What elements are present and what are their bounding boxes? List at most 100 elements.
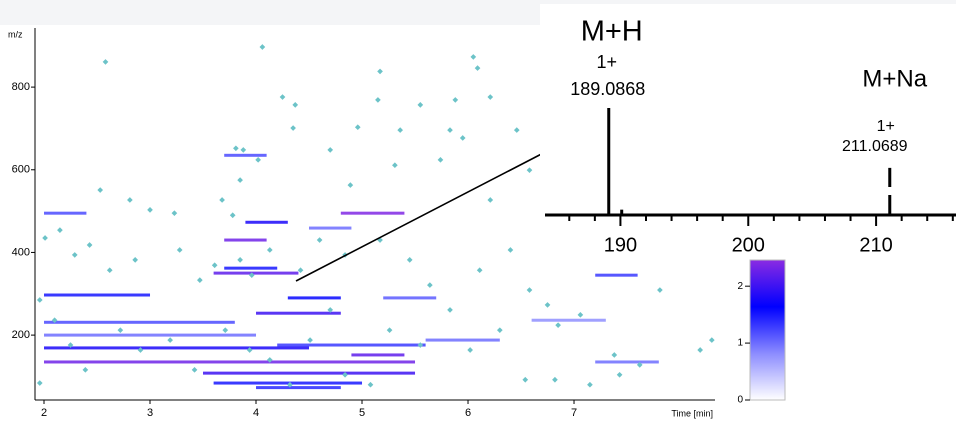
- feature-point: [233, 145, 239, 152]
- feature-point: [255, 157, 261, 163]
- heatmap-streak: [351, 353, 405, 357]
- feature-point: [697, 347, 703, 353]
- feature-point: [611, 352, 618, 358]
- feature-point: [587, 381, 593, 388]
- feature-point: [287, 381, 293, 388]
- feature-point: [67, 342, 74, 348]
- heatmap-streak: [595, 360, 659, 364]
- heatmap-streak: [287, 296, 341, 300]
- feature-point: [526, 287, 533, 293]
- feature-point: [375, 97, 381, 103]
- x-tick-label: 2: [41, 407, 47, 419]
- feature-point: [427, 282, 433, 288]
- feature-point: [476, 267, 483, 274]
- y-axis-label: m/z: [8, 29, 23, 39]
- feature-point: [327, 147, 334, 153]
- feature-point: [316, 237, 323, 243]
- feature-point: [636, 362, 643, 368]
- y-tick-label: 200: [12, 329, 30, 341]
- feature-point: [219, 197, 225, 203]
- feature-point: [417, 102, 424, 108]
- feature-point: [708, 337, 715, 343]
- feature-point: [266, 247, 273, 253]
- feature-point: [342, 371, 348, 378]
- feature-point: [487, 197, 494, 203]
- feature-point: [552, 376, 558, 383]
- heatmap-streak: [44, 333, 257, 337]
- feature-point: [137, 347, 144, 353]
- feature-point: [487, 94, 494, 100]
- mz-label: 211.0689: [842, 138, 908, 155]
- heatmap-streak: [595, 273, 638, 277]
- feature-point: [127, 197, 133, 203]
- heatmap-streak: [213, 271, 299, 275]
- heatmap-streak: [224, 266, 278, 270]
- feature-point: [447, 127, 453, 133]
- feature-point: [496, 327, 503, 333]
- feature-point: [406, 257, 413, 263]
- feature-point: [507, 247, 514, 253]
- heatmap-streak: [213, 381, 363, 385]
- feature-point: [474, 65, 481, 71]
- feature-point: [377, 68, 383, 75]
- x-tick-label: 5: [359, 407, 365, 419]
- heatmap-streak: [425, 338, 500, 342]
- feature-point: [522, 376, 529, 383]
- x-tick-label: 190: [604, 234, 637, 256]
- feature-point: [327, 307, 334, 313]
- heatmap-streak: [44, 360, 416, 364]
- feature-point: [237, 177, 243, 183]
- heatmap-streak: [224, 153, 267, 157]
- x-tick-label: 6: [465, 407, 471, 419]
- feature-point: [106, 267, 113, 274]
- feature-point: [307, 337, 313, 343]
- feature-point: [211, 262, 218, 269]
- feature-point: [279, 94, 286, 100]
- heatmap-streak: [256, 386, 341, 390]
- y-tick-label: 0: [737, 395, 743, 406]
- feature-point: [616, 371, 623, 378]
- feature-point: [513, 127, 520, 133]
- feature-point: [467, 347, 473, 353]
- feature-point: [97, 187, 104, 193]
- heatmap-streak: [245, 220, 288, 224]
- feature-point: [447, 307, 453, 313]
- feature-point: [240, 147, 247, 153]
- x-tick-label: 4: [253, 407, 259, 419]
- y-tick-label: 2: [737, 281, 743, 292]
- feature-point: [397, 127, 404, 133]
- feature-point: [71, 252, 78, 258]
- feature-point: [147, 207, 153, 213]
- heatmap-streak: [44, 346, 310, 350]
- heatmap-streak: [44, 293, 151, 297]
- y-tick-label: 600: [12, 164, 30, 176]
- feature-point: [171, 210, 178, 217]
- feature-point: [657, 287, 663, 293]
- heatmap-streak: [256, 311, 341, 315]
- spectrum-inset: M+H 1+ 189.0868 M+Na 1+ 211.0689 190 200 210: [540, 4, 956, 258]
- feature-point: [297, 267, 304, 274]
- colorbar: 0 1 2: [737, 259, 786, 406]
- heatmap-streak: [277, 343, 426, 347]
- charge-label: 1+: [877, 118, 895, 135]
- feature-point: [132, 257, 138, 263]
- x-tick-label: 200: [732, 234, 765, 256]
- heatmap-streak: [44, 320, 235, 324]
- feature-point: [82, 366, 89, 373]
- heatmap-streak: [224, 238, 267, 242]
- feature-point: [437, 157, 444, 163]
- feature-point: [292, 102, 299, 108]
- feature-point: [117, 327, 124, 333]
- feature-point: [459, 135, 466, 141]
- feature-point: [577, 312, 584, 318]
- feature-point: [290, 125, 296, 131]
- feature-point: [386, 327, 393, 333]
- feature-point: [452, 97, 459, 103]
- x-tick-label: 7: [571, 407, 577, 419]
- feature-point: [167, 337, 173, 343]
- feature-point: [222, 327, 229, 333]
- ion-label: M+Na: [862, 65, 927, 92]
- feature-point: [555, 322, 561, 329]
- feature-point: [266, 357, 273, 363]
